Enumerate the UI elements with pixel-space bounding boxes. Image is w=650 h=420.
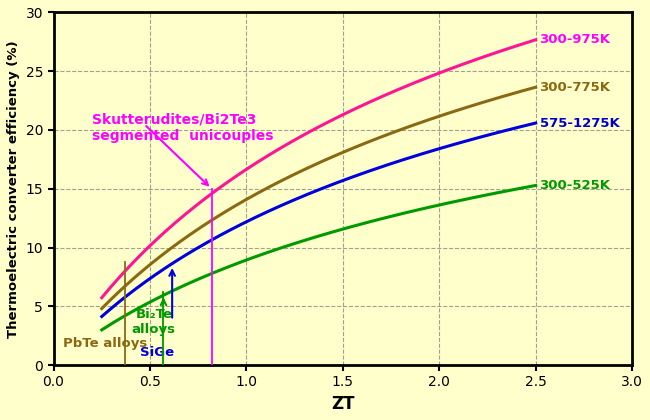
Text: Skutterudites/Bi2Te3
segmented  unicouples: Skutterudites/Bi2Te3 segmented unicouple… xyxy=(92,113,274,142)
Text: SiGe: SiGe xyxy=(140,346,174,359)
Text: Bi₂Te
alloys: Bi₂Te alloys xyxy=(132,308,176,336)
X-axis label: ZT: ZT xyxy=(331,395,355,413)
Text: 300-975K: 300-975K xyxy=(540,33,610,46)
Text: PbTe alloys: PbTe alloys xyxy=(63,337,148,350)
Text: 575-1275K: 575-1275K xyxy=(540,116,619,129)
Text: 300-775K: 300-775K xyxy=(540,81,610,94)
Text: 300-525K: 300-525K xyxy=(540,179,610,192)
Y-axis label: Thermoelectric converter efficiency (%): Thermoelectric converter efficiency (%) xyxy=(7,40,20,338)
